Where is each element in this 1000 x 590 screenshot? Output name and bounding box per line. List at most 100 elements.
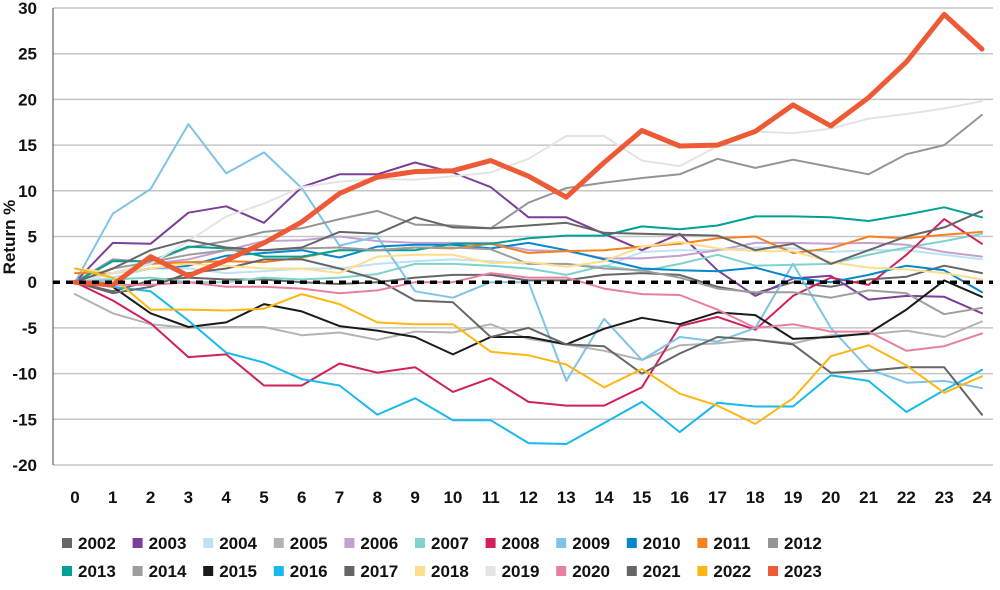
legend-swatch <box>626 566 637 576</box>
legend-item-2014: 2014 <box>132 562 187 581</box>
legend-item-2005: 2005 <box>273 534 328 553</box>
x-tick-label: 18 <box>746 488 765 507</box>
series-line-2018 <box>74 241 983 281</box>
legend: 2002 2003 2004 2005 2006 2007 2008 2009 2010 2011… <box>62 534 822 581</box>
x-tick-label: 2 <box>146 488 155 507</box>
legend-swatch <box>62 538 72 548</box>
legend-item-2010: 2010 <box>626 534 681 553</box>
legend-item-2004: 2004 <box>203 534 258 553</box>
legend-swatch <box>203 566 214 576</box>
series-line-2021 <box>74 209 983 284</box>
legend-label: 2014 <box>149 562 187 581</box>
x-tick-label: 14 <box>595 488 614 507</box>
legend-label: 2003 <box>149 534 187 553</box>
legend-label: 2016 <box>290 562 328 581</box>
legend-swatch <box>344 538 355 548</box>
y-tick-label: 30 <box>18 0 37 18</box>
y-tick-label: -20 <box>12 456 37 475</box>
series-line-2022 <box>74 267 983 425</box>
legend-swatch <box>697 566 708 576</box>
x-tick-label: 16 <box>670 488 689 507</box>
legend-swatch <box>273 566 284 576</box>
legend-label: 2013 <box>78 562 116 581</box>
x-tick-label: 22 <box>897 488 916 507</box>
legend-swatch <box>132 538 143 548</box>
x-tick-label: 13 <box>557 488 576 507</box>
legend-swatch <box>415 538 425 548</box>
legend-label: 2006 <box>360 534 398 553</box>
legend-item-2021: 2021 <box>626 562 681 581</box>
legend-item-2019: 2019 <box>485 562 539 581</box>
series-line-2015 <box>74 279 983 356</box>
legend-label: 2015 <box>219 562 257 581</box>
legend-item-2022: 2022 <box>697 562 751 581</box>
series-line-2023 <box>72 11 985 288</box>
series-line-2005 <box>74 293 983 361</box>
legend-label: 2021 <box>643 562 681 581</box>
legend-swatch <box>203 538 214 548</box>
y-tick-label: -10 <box>12 365 37 384</box>
x-tick-label: 0 <box>70 488 79 507</box>
series-line-2020 <box>74 272 983 352</box>
y-tick-label: 0 <box>28 273 37 292</box>
legend-label: 2007 <box>431 534 469 553</box>
legend-item-2020: 2020 <box>556 562 610 581</box>
legend-item-2002: 2002 <box>62 534 116 553</box>
x-tick-label: 5 <box>259 488 268 507</box>
x-tick-label: 19 <box>784 488 803 507</box>
x-tick-label: 12 <box>519 488 538 507</box>
y-tick-label: 20 <box>18 90 37 109</box>
legend-item-2023: 2023 <box>768 562 822 581</box>
legend-label: 2018 <box>431 562 469 581</box>
x-tick-label: 7 <box>335 488 344 507</box>
y-tick-label: -5 <box>22 319 37 338</box>
legend-swatch <box>768 566 778 576</box>
legend-item-2013: 2013 <box>62 562 116 581</box>
x-tick-label: 24 <box>973 488 992 507</box>
series-line-2014 <box>74 246 983 316</box>
x-tick-label: 3 <box>184 488 193 507</box>
series-line-2017 <box>74 258 983 416</box>
legend-swatch <box>485 566 496 576</box>
y-tick-label: 25 <box>18 45 37 64</box>
legend-label: 2010 <box>643 534 681 553</box>
x-tick-label: 20 <box>821 488 840 507</box>
legend-swatch <box>626 538 637 548</box>
legend-label: 2017 <box>360 562 398 581</box>
legend-swatch <box>556 566 567 576</box>
legend-label: 2008 <box>502 534 540 553</box>
legend-item-2006: 2006 <box>344 534 398 553</box>
legend-item-2016: 2016 <box>273 562 328 581</box>
y-tick-label: -15 <box>12 410 37 429</box>
series-line-2008 <box>74 218 983 407</box>
legend-item-2018: 2018 <box>415 562 469 581</box>
series-line-2009 <box>74 123 983 390</box>
x-tick-label: 11 <box>482 488 500 507</box>
legend-label: 2022 <box>713 562 751 581</box>
legend-item-2017: 2017 <box>344 562 398 581</box>
y-axis-title: Return % <box>0 200 19 275</box>
y-tick-label: 10 <box>18 182 37 201</box>
x-tick-label: 1 <box>108 488 117 507</box>
series-line-2016 <box>74 281 983 445</box>
x-tick-label: 15 <box>632 488 651 507</box>
x-tick-label: 4 <box>221 488 231 507</box>
legend-swatch <box>132 566 143 576</box>
legend-label: 2005 <box>290 534 328 553</box>
legend-swatch <box>344 566 355 576</box>
legend-swatch <box>697 538 708 548</box>
legend-item-2008: 2008 <box>485 534 540 553</box>
legend-label: 2023 <box>784 562 822 581</box>
legend-swatch <box>556 538 567 548</box>
x-axis-ticks: 0 1 2 3 4 5 6 7 8 9 10 11 12 13 14 15 16 17 18 19 20 21 22 23 24 <box>70 488 992 507</box>
legend-swatch <box>62 566 72 576</box>
legend-item-2012: 2012 <box>768 534 822 553</box>
series-line-2002 <box>74 264 983 295</box>
legend-label: 2020 <box>572 562 610 581</box>
series-lines <box>72 11 985 445</box>
legend-swatch <box>485 538 496 548</box>
x-tick-label: 10 <box>443 488 462 507</box>
legend-label: 2002 <box>78 534 116 553</box>
y-tick-label: 15 <box>18 136 37 155</box>
